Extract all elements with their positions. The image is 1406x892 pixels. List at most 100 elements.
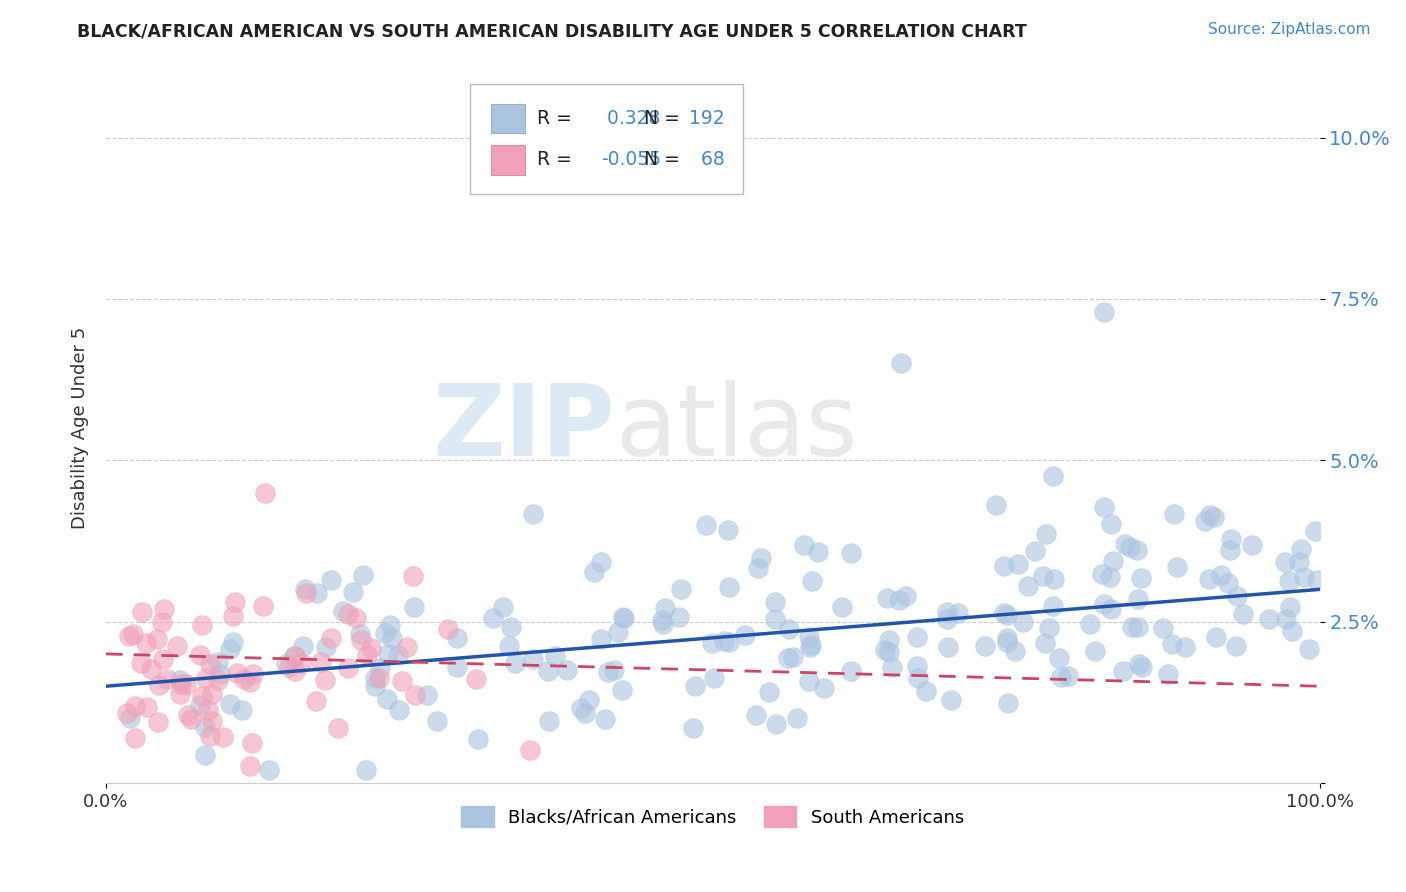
Point: [807, 545, 830, 559]
Point: [758, 685, 780, 699]
Point: [135, 700, 157, 714]
Point: [201, 687, 224, 701]
Point: [290, 656, 312, 670]
Point: [876, 591, 898, 605]
Point: [1121, 620, 1143, 634]
Point: [198, 657, 221, 671]
Point: [1128, 657, 1150, 671]
Point: [974, 639, 997, 653]
Point: [360, 640, 382, 655]
Point: [224, 595, 246, 609]
Point: [786, 711, 808, 725]
Point: [402, 599, 425, 614]
Point: [194, 671, 217, 685]
Point: [948, 607, 970, 621]
Point: [1091, 566, 1114, 581]
Point: [124, 731, 146, 745]
Point: [763, 595, 786, 609]
Point: [295, 586, 318, 600]
Point: [283, 648, 305, 663]
Point: [404, 689, 426, 703]
Point: [426, 714, 449, 728]
Point: [1226, 589, 1249, 603]
Point: [1099, 569, 1122, 583]
Point: [212, 730, 235, 744]
Point: [188, 648, 211, 662]
Point: [668, 609, 690, 624]
Point: [284, 665, 307, 679]
Point: [401, 568, 423, 582]
Point: [1209, 567, 1232, 582]
Point: [882, 660, 904, 674]
Point: [1225, 640, 1247, 654]
Point: [669, 582, 692, 596]
Point: [1038, 621, 1060, 635]
Point: [778, 622, 800, 636]
Point: [194, 747, 217, 762]
Point: [1057, 669, 1080, 683]
Point: [314, 673, 336, 687]
Point: [197, 703, 219, 717]
Point: [505, 656, 527, 670]
Point: [613, 610, 636, 624]
Point: [499, 620, 522, 634]
Point: [336, 661, 359, 675]
Point: [800, 639, 823, 653]
Point: [538, 714, 561, 728]
Point: [745, 707, 768, 722]
Point: [1012, 615, 1035, 630]
Text: atlas: atlas: [616, 379, 858, 476]
Point: [467, 731, 489, 746]
Point: [465, 672, 488, 686]
Point: [242, 666, 264, 681]
Point: [169, 673, 191, 687]
Point: [519, 743, 541, 757]
Point: [491, 600, 513, 615]
Point: [368, 661, 391, 675]
Point: [1129, 571, 1152, 585]
Point: [1042, 599, 1064, 613]
Point: [890, 356, 912, 370]
Point: [363, 671, 385, 685]
Point: [1257, 611, 1279, 625]
Text: R =: R =: [537, 150, 572, 169]
Point: [416, 689, 439, 703]
Point: [1298, 641, 1320, 656]
Point: [349, 627, 371, 641]
Point: [995, 635, 1018, 649]
Point: [201, 714, 224, 728]
Point: [336, 607, 359, 621]
Point: [1102, 554, 1125, 568]
Point: [995, 607, 1018, 622]
Point: [208, 667, 231, 681]
Point: [240, 736, 263, 750]
Point: [1119, 540, 1142, 554]
Point: [152, 615, 174, 629]
Point: [344, 611, 367, 625]
Text: N =: N =: [644, 150, 679, 169]
Text: BLACK/AFRICAN AMERICAN VS SOUTH AMERICAN DISABILITY AGE UNDER 5 CORRELATION CHAR: BLACK/AFRICAN AMERICAN VS SOUTH AMERICAN…: [77, 22, 1026, 40]
Point: [180, 712, 202, 726]
Point: [170, 677, 193, 691]
Point: [574, 706, 596, 721]
Point: [894, 589, 917, 603]
FancyBboxPatch shape: [470, 84, 742, 194]
Point: [131, 605, 153, 619]
Point: [276, 657, 298, 671]
Point: [395, 640, 418, 654]
Point: [1126, 543, 1149, 558]
Point: [1004, 644, 1026, 658]
Point: [1007, 557, 1029, 571]
Point: [778, 651, 800, 665]
Point: [315, 640, 337, 654]
Point: [1130, 660, 1153, 674]
Point: [914, 683, 936, 698]
Point: [1216, 576, 1239, 591]
Point: [1157, 666, 1180, 681]
Point: [141, 661, 163, 675]
Point: [749, 551, 772, 566]
Point: [1024, 544, 1046, 558]
Point: [695, 517, 717, 532]
Point: [612, 610, 634, 624]
Point: [610, 682, 633, 697]
